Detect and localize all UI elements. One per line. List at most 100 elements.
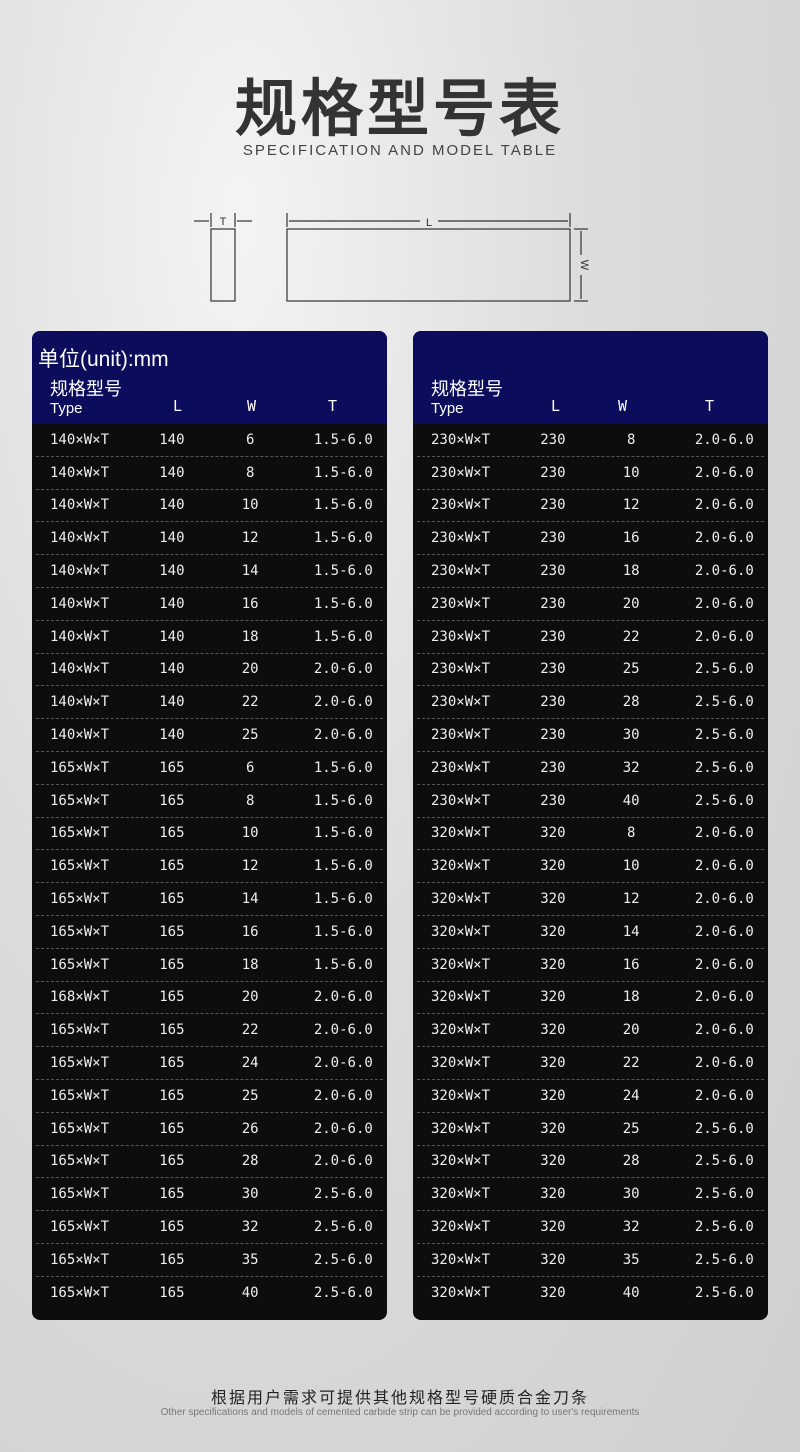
col-type: 规格型号 Type xyxy=(50,379,122,419)
cell-type: 165×W×T xyxy=(50,1186,110,1203)
cell-t: 1.5-6.0 xyxy=(313,497,373,514)
cell-type: 230×W×T xyxy=(431,792,491,809)
table-row: 165×W×T 165 22 2.0-6.0 xyxy=(36,1014,383,1048)
cell-w: 25 xyxy=(622,1120,640,1137)
cell-type: 165×W×T xyxy=(50,891,110,908)
cell-w: 8 xyxy=(245,792,255,809)
table-row: 320×W×T 320 24 2.0-6.0 xyxy=(417,1080,764,1113)
cell-type: 165×W×T xyxy=(50,1055,110,1072)
cell-w: 24 xyxy=(622,1087,640,1104)
cell-t: 1.5-6.0 xyxy=(313,923,373,940)
cell-type: 165×W×T xyxy=(50,759,110,776)
cell-t: 1.5-6.0 xyxy=(313,563,373,580)
cell-l: 320 xyxy=(540,1022,566,1039)
col-w: W xyxy=(618,397,628,415)
table-row: 140×W×T 140 14 1.5-6.0 xyxy=(36,555,383,588)
cell-type: 165×W×T xyxy=(50,825,110,842)
cell-type: 230×W×T xyxy=(431,431,491,448)
cell-t: 2.0-6.0 xyxy=(694,1022,754,1039)
table-row: 168×W×T 165 20 2.0-6.0 xyxy=(36,982,383,1015)
cell-type: 320×W×T xyxy=(431,1251,491,1268)
cell-w: 12 xyxy=(241,530,259,547)
cell-w: 16 xyxy=(622,956,640,973)
cell-w: 32 xyxy=(622,759,640,776)
cell-t: 2.0-6.0 xyxy=(313,694,373,711)
table-row: 230×W×T 230 20 2.0-6.0 xyxy=(417,588,764,621)
col-type-en: Type xyxy=(50,400,83,417)
cell-t: 2.5-6.0 xyxy=(694,1120,754,1137)
table-row: 165×W×T 165 14 1.5-6.0 xyxy=(36,883,383,916)
table-row: 165×W×T 165 24 2.0-6.0 xyxy=(36,1047,383,1080)
cell-w: 6 xyxy=(245,759,255,776)
cell-l: 320 xyxy=(540,1251,566,1268)
table-row: 320×W×T 320 25 2.5-6.0 xyxy=(417,1113,764,1146)
cell-t: 2.0-6.0 xyxy=(694,563,754,580)
cell-type: 140×W×T xyxy=(50,563,110,580)
cell-w: 14 xyxy=(241,891,259,908)
cell-w: 40 xyxy=(622,1285,640,1302)
cell-w: 28 xyxy=(622,694,640,711)
cell-w: 32 xyxy=(622,1219,640,1236)
cell-t: 1.5-6.0 xyxy=(313,530,373,547)
table-row: 320×W×T 320 40 2.5-6.0 xyxy=(417,1277,764,1310)
footer-note-cn: 根据用户需求可提供其他规格型号硬质合金刀条 xyxy=(210,1390,589,1407)
table-row: 320×W×T 320 14 2.0-6.0 xyxy=(417,916,764,949)
cell-type: 320×W×T xyxy=(431,1153,491,1170)
top-view-rect xyxy=(286,228,571,302)
cell-type: 140×W×T xyxy=(50,628,110,645)
cell-l: 140 xyxy=(159,595,185,612)
cell-l: 165 xyxy=(159,792,185,809)
cell-t: 2.5-6.0 xyxy=(313,1285,373,1302)
col-type-cn: 规格型号 xyxy=(431,379,503,399)
cell-t: 2.0-6.0 xyxy=(694,464,754,481)
cell-t: 2.5-6.0 xyxy=(694,759,754,776)
cell-w: 8 xyxy=(245,464,255,481)
cell-t: 2.0-6.0 xyxy=(694,628,754,645)
cell-l: 320 xyxy=(540,1120,566,1137)
cell-t: 2.5-6.0 xyxy=(313,1219,373,1236)
cell-w: 25 xyxy=(622,661,640,678)
cell-l: 165 xyxy=(159,1055,185,1072)
cell-w: 22 xyxy=(622,1055,640,1072)
cell-l: 140 xyxy=(159,628,185,645)
cell-type: 320×W×T xyxy=(431,923,491,940)
table-row: 230×W×T 230 10 2.0-6.0 xyxy=(417,457,764,490)
cell-t: 2.0-6.0 xyxy=(694,595,754,612)
cell-t: 2.0-6.0 xyxy=(313,1153,373,1170)
table-row: 140×W×T 140 18 1.5-6.0 xyxy=(36,621,383,654)
cell-t: 2.0-6.0 xyxy=(313,661,373,678)
cell-t: 2.0-6.0 xyxy=(694,431,754,448)
cell-type: 140×W×T xyxy=(50,661,110,678)
table-row: 140×W×T 140 16 1.5-6.0 xyxy=(36,588,383,621)
cell-l: 165 xyxy=(159,1186,185,1203)
cell-type: 320×W×T xyxy=(431,1055,491,1072)
cell-w: 20 xyxy=(622,595,640,612)
table-row: 230×W×T 230 18 2.0-6.0 xyxy=(417,555,764,588)
cell-t: 1.5-6.0 xyxy=(313,792,373,809)
cell-w: 30 xyxy=(241,1186,259,1203)
cell-t: 2.0-6.0 xyxy=(313,1087,373,1104)
table-row: 140×W×T 140 25 2.0-6.0 xyxy=(36,719,383,752)
cell-w: 14 xyxy=(622,923,640,940)
cell-type: 230×W×T xyxy=(431,530,491,547)
table-row: 230×W×T 230 16 2.0-6.0 xyxy=(417,522,764,556)
table-row: 165×W×T 165 35 2.5-6.0 xyxy=(36,1244,383,1277)
col-t: T xyxy=(328,397,338,415)
cell-l: 230 xyxy=(540,563,566,580)
cell-t: 2.5-6.0 xyxy=(313,1186,373,1203)
cell-t: 2.5-6.0 xyxy=(694,1285,754,1302)
cell-t: 2.0-6.0 xyxy=(313,989,373,1006)
cell-l: 320 xyxy=(540,989,566,1006)
cell-type: 165×W×T xyxy=(50,792,110,809)
cell-type: 165×W×T xyxy=(50,956,110,973)
cell-t: 2.0-6.0 xyxy=(694,825,754,842)
table-row: 230×W×T 230 12 2.0-6.0 xyxy=(417,490,764,523)
cell-w: 10 xyxy=(622,858,640,875)
table-row: 320×W×T 320 8 2.0-6.0 xyxy=(417,818,764,851)
cell-l: 230 xyxy=(540,431,566,448)
col-t: T xyxy=(705,397,715,415)
footer-note-en: Other specifications and models of cemen… xyxy=(160,1407,640,1418)
page-subtitle: SPECIFICATION AND MODEL TABLE xyxy=(242,142,558,159)
col-l: L xyxy=(173,397,183,415)
cell-l: 320 xyxy=(540,1055,566,1072)
